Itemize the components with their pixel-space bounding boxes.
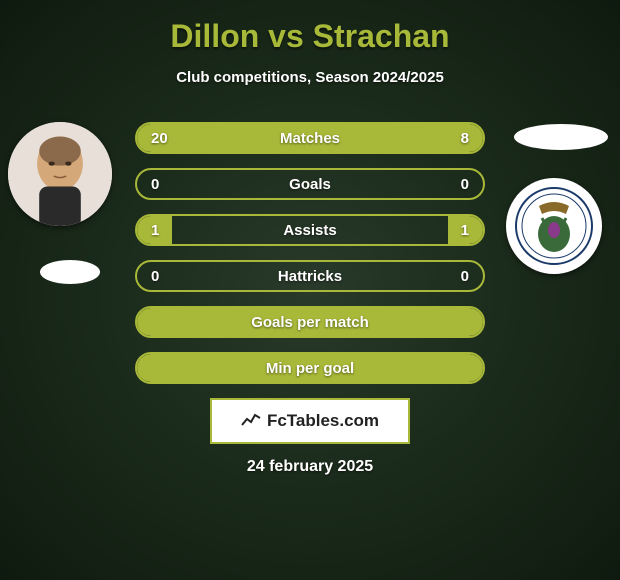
date-label: 24 february 2025 (247, 458, 373, 476)
stat-row-min-per-goal: Min per goal (135, 352, 485, 384)
site-name: FcTables.com (267, 411, 379, 431)
stat-row-goals: 0 Goals 0 (135, 168, 485, 200)
player-club-badge-right (506, 178, 602, 274)
stat-value-right: 8 (461, 130, 469, 147)
stat-value-left: 0 (151, 176, 159, 193)
stat-row-goals-per-match: Goals per match (135, 306, 485, 338)
stat-row-hattricks: 0 Hattricks 0 (135, 260, 485, 292)
chart-icon (241, 411, 261, 432)
stat-label: Goals (289, 176, 331, 193)
player-avatar-right (514, 124, 608, 150)
stat-label: Min per goal (266, 360, 354, 377)
stat-value-right: 0 (461, 268, 469, 285)
site-badge[interactable]: FcTables.com (210, 398, 410, 444)
page-title: Dillon vs Strachan (170, 18, 449, 55)
stat-value-left: 1 (151, 222, 159, 239)
stat-value-right: 0 (461, 176, 469, 193)
stat-label: Assists (283, 222, 336, 239)
stat-label: Goals per match (251, 314, 369, 331)
stat-value-right: 1 (461, 222, 469, 239)
stat-row-assists: 1 Assists 1 (135, 214, 485, 246)
player-avatar-left (8, 122, 112, 226)
stats-block: 20 Matches 8 0 Goals 0 1 Assists 1 0 Hattricks 0 Goa… (135, 122, 485, 384)
stat-value-left: 20 (151, 130, 168, 147)
stat-label: Matches (280, 130, 340, 147)
stat-label: Hattricks (278, 268, 342, 285)
stat-fill-left (137, 124, 383, 152)
stat-row-matches: 20 Matches 8 (135, 122, 485, 154)
subtitle: Club competitions, Season 2024/2025 (176, 69, 444, 86)
player-club-badge-left (40, 260, 100, 284)
stat-value-left: 0 (151, 268, 159, 285)
